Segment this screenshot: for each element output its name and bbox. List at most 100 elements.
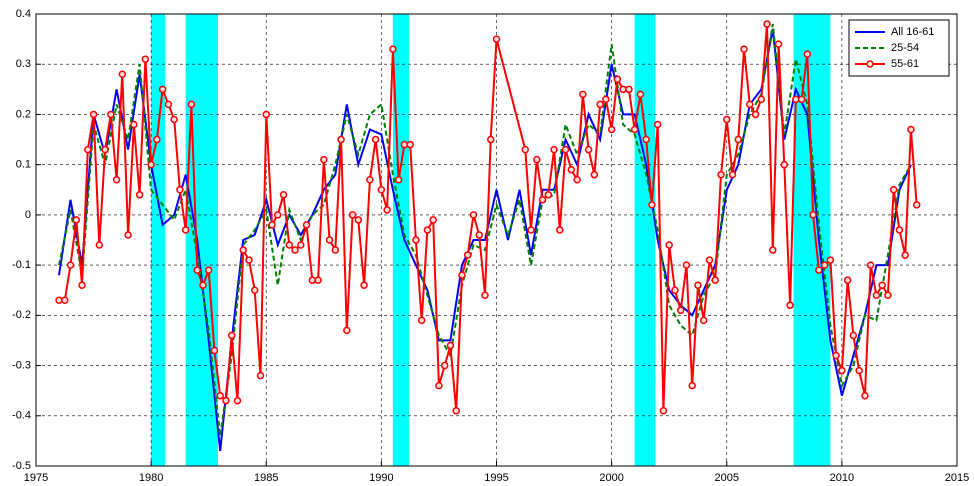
data-point bbox=[135, 191, 144, 199]
data-point bbox=[429, 216, 437, 224]
data-point bbox=[291, 246, 299, 254]
data-point bbox=[556, 226, 564, 234]
data-point bbox=[412, 236, 420, 244]
data-point bbox=[101, 145, 109, 154]
data-point bbox=[141, 55, 150, 63]
data-point bbox=[435, 381, 443, 390]
y-tick-label: -0.5 bbox=[12, 460, 31, 472]
recession-band bbox=[793, 14, 831, 466]
data-point bbox=[187, 100, 196, 109]
data-point bbox=[354, 216, 363, 224]
data-point bbox=[688, 381, 696, 390]
data-point bbox=[193, 266, 201, 274]
data-point bbox=[676, 306, 685, 315]
y-tick-label: 0.1 bbox=[16, 159, 31, 171]
data-point bbox=[855, 366, 863, 375]
data-point bbox=[164, 100, 173, 109]
data-point bbox=[423, 226, 432, 234]
data-point bbox=[199, 281, 207, 289]
y-tick-label: 0 bbox=[25, 209, 31, 221]
data-point bbox=[861, 391, 869, 400]
x-tick-label: 1985 bbox=[254, 472, 278, 484]
data-point bbox=[820, 261, 829, 269]
data-point bbox=[653, 120, 662, 129]
data-point bbox=[849, 331, 858, 340]
data-point bbox=[613, 75, 622, 84]
y-tick-label: -0.3 bbox=[12, 359, 31, 371]
data-point bbox=[210, 346, 219, 355]
data-point bbox=[901, 251, 909, 259]
x-tick-label: 2015 bbox=[945, 472, 969, 484]
x-tick-label: 1990 bbox=[369, 472, 393, 484]
data-point bbox=[383, 206, 391, 214]
data-point bbox=[648, 201, 656, 209]
data-point bbox=[469, 211, 478, 219]
plot-frame bbox=[35, 13, 958, 467]
y-tick-label: -0.2 bbox=[12, 309, 31, 321]
x-tick-label: 1980 bbox=[139, 472, 163, 484]
data-point bbox=[337, 135, 345, 144]
data-point bbox=[774, 40, 783, 48]
recession-band bbox=[185, 14, 218, 466]
y-tick-label: 0.2 bbox=[16, 108, 31, 120]
data-point bbox=[682, 261, 691, 269]
data-point bbox=[907, 125, 915, 134]
data-point bbox=[343, 326, 351, 335]
data-point bbox=[521, 145, 530, 154]
data-point bbox=[204, 266, 213, 274]
data-point bbox=[112, 175, 121, 184]
data-point bbox=[239, 246, 247, 254]
data-point bbox=[665, 241, 673, 249]
data-point bbox=[268, 221, 276, 229]
data-point bbox=[262, 110, 270, 119]
data-point bbox=[463, 251, 472, 259]
data-point bbox=[596, 100, 604, 109]
data-point bbox=[130, 120, 138, 129]
data-point bbox=[66, 261, 75, 269]
data-point bbox=[170, 115, 178, 124]
data-point bbox=[671, 286, 679, 294]
data-point bbox=[803, 50, 812, 58]
data-point bbox=[153, 135, 161, 144]
data-point bbox=[740, 45, 748, 53]
data-point bbox=[895, 226, 904, 234]
data-point bbox=[89, 110, 98, 119]
data-point bbox=[544, 191, 553, 199]
data-point bbox=[838, 366, 846, 375]
data-point bbox=[274, 211, 282, 219]
legend-label: 55-61 bbox=[891, 58, 919, 70]
data-point bbox=[475, 231, 483, 239]
data-point bbox=[699, 316, 708, 325]
data-point bbox=[717, 170, 725, 179]
data-point bbox=[866, 261, 875, 269]
data-point bbox=[406, 140, 414, 149]
data-point bbox=[158, 85, 167, 94]
data-point bbox=[763, 20, 771, 28]
data-point bbox=[780, 160, 789, 169]
data-point bbox=[297, 241, 305, 249]
data-point bbox=[878, 281, 886, 289]
data-point bbox=[815, 266, 823, 274]
data-point bbox=[360, 281, 368, 289]
data-point bbox=[584, 145, 593, 154]
data-point bbox=[889, 186, 898, 194]
data-point bbox=[630, 125, 639, 134]
data-point bbox=[233, 396, 242, 405]
data-point bbox=[636, 90, 645, 99]
data-point bbox=[256, 371, 265, 380]
data-point bbox=[72, 216, 81, 224]
x-tick-label: 1995 bbox=[484, 472, 508, 484]
data-point bbox=[746, 100, 754, 109]
data-point bbox=[371, 135, 380, 144]
data-point bbox=[659, 407, 668, 415]
data-point bbox=[320, 155, 328, 164]
data-point bbox=[377, 186, 386, 194]
data-point bbox=[694, 281, 702, 289]
data-point bbox=[642, 135, 650, 144]
data-point bbox=[872, 291, 881, 299]
data-point bbox=[84, 145, 92, 154]
data-point bbox=[325, 236, 334, 244]
data-point bbox=[302, 221, 311, 229]
legend-label: All 16-61 bbox=[891, 26, 934, 38]
data-point bbox=[440, 361, 449, 370]
